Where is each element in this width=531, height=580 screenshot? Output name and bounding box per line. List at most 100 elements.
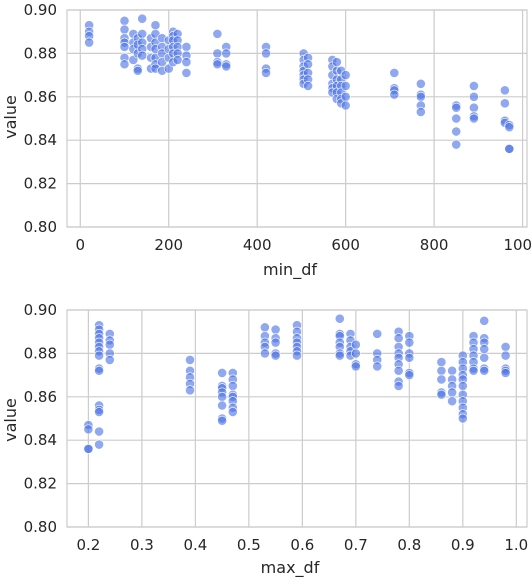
min-df-data-point <box>132 65 143 76</box>
min-df-y-tick-label: 0.80 <box>24 218 57 236</box>
min-df-x-tick-label: 400 <box>243 236 272 254</box>
max-df-data-point <box>468 365 479 376</box>
min-df-data-point <box>119 24 130 35</box>
min-df-data-point <box>137 13 148 24</box>
max-df-x-tick-label: 0.9 <box>451 536 475 554</box>
min-df-data-point <box>221 61 232 72</box>
max-df-data-point <box>104 355 115 365</box>
min-df-data-point <box>469 113 479 124</box>
min-df-data-point <box>84 37 95 48</box>
max-df-x-tick-label: 0.5 <box>237 536 261 554</box>
max-df-data-point <box>447 387 458 398</box>
max-df-data-point <box>479 352 490 363</box>
max-df-x-tick-label: 0.6 <box>290 536 314 554</box>
max-df-x-axis-label: max_df <box>261 558 320 578</box>
max-df-data-point <box>479 315 490 326</box>
max-df-y-tick-label: 0.88 <box>24 344 57 362</box>
max-df-data-point <box>104 339 115 350</box>
min-df-data-point <box>172 55 183 65</box>
max-df-data-point <box>217 368 228 378</box>
max-df-data-point <box>393 381 404 391</box>
max-df-data-point <box>185 385 195 396</box>
max-df-x-tick-label: 1.0 <box>504 536 528 554</box>
max-df-data-point <box>350 361 361 372</box>
min-df-x-tick-label: 800 <box>420 236 449 254</box>
min-df-data-point <box>469 102 479 113</box>
max-df-y-tick-label: 0.82 <box>24 475 57 493</box>
min-df-data-point <box>340 91 351 102</box>
max-df-data-point <box>292 350 302 361</box>
max-df-data-point <box>404 370 415 380</box>
max-df-data-point <box>447 365 458 376</box>
max-df-data-point <box>436 374 447 385</box>
max-df-data-point <box>372 328 383 339</box>
max-df-data-point <box>350 348 361 359</box>
min-df-y-tick-label: 0.86 <box>24 88 57 106</box>
min-df-y-ticks: 0.80 0.82 0.84 0.86 0.88 0.90 <box>24 1 57 236</box>
max-df-data-point <box>270 350 281 361</box>
min-df-data-point <box>451 139 462 150</box>
min-df-data-point <box>119 15 130 26</box>
min-df-data-point <box>451 126 462 137</box>
max-df-data-point <box>350 339 361 350</box>
min-df-data-point <box>150 20 161 31</box>
max-df-data-point <box>83 443 94 454</box>
min-df-x-tick-label: 600 <box>331 236 360 254</box>
min-df-data-point <box>504 143 515 154</box>
max-df-data-point <box>260 348 270 359</box>
max-df-x-ticks: 0.2 0.3 0.4 0.5 0.6 0.7 0.8 0.9 1.0 <box>76 536 528 554</box>
max-df-data-point <box>270 337 281 348</box>
max-df-data-point <box>500 350 511 361</box>
min-df-y-tick-label: 0.84 <box>24 131 57 149</box>
min-df-data-point <box>221 48 232 59</box>
max-df-x-tick-label: 0.8 <box>397 536 421 554</box>
min-df-data-point <box>389 68 400 78</box>
min-df-x-tick-label: 200 <box>154 236 183 254</box>
max-df-plot-frame <box>66 309 528 528</box>
max-df-data-point <box>217 415 228 426</box>
min-df-data-point <box>181 68 192 78</box>
max-df-data-point <box>94 365 104 376</box>
max-df-data-point <box>260 322 270 333</box>
min-df-data-point <box>389 89 400 100</box>
min-df-data-point <box>331 57 342 67</box>
min-df-data-point <box>504 122 515 133</box>
max-df-data-point <box>217 400 228 411</box>
min-df-data-point <box>415 91 426 102</box>
max-df-data-point <box>185 355 195 365</box>
min-df-x-tick-label: 0 <box>75 236 85 254</box>
min-df-data-point <box>415 78 426 89</box>
max-df-data-point <box>94 439 104 450</box>
min-df-y-axis-label: value <box>1 95 20 139</box>
min-df-points <box>84 13 515 154</box>
min-df-data-point <box>137 28 148 39</box>
max-df-data-point <box>372 361 383 372</box>
min-df-y-tick-label: 0.90 <box>24 1 57 19</box>
max-df-data-point <box>334 350 345 361</box>
min-df-data-point <box>340 100 351 111</box>
max-df-data-point <box>436 357 447 367</box>
max-df-data-point <box>500 368 511 378</box>
min-df-data-point <box>499 85 510 96</box>
max-df-y-tick-label: 0.90 <box>24 301 57 319</box>
max-df-data-point <box>94 407 104 417</box>
max-df-data-point <box>404 352 415 363</box>
max-df-data-point <box>94 350 104 361</box>
max-df-y-tick-label: 0.84 <box>24 431 57 449</box>
max-df-data-point <box>227 381 238 391</box>
min-df-y-tick-label: 0.88 <box>24 44 57 62</box>
min-df-data-point <box>261 68 271 78</box>
max-df-data-point <box>436 389 447 400</box>
max-df-data-point <box>270 324 281 335</box>
max-df-data-point <box>217 391 228 402</box>
max-df-y-axis-label: value <box>1 398 20 442</box>
min-df-y-tick-label: 0.82 <box>24 175 57 193</box>
max-df-data-point <box>227 407 238 417</box>
max-df-y-tick-label: 0.80 <box>24 518 57 536</box>
min-df-data-point <box>451 113 462 124</box>
max-df-data-point <box>479 344 490 354</box>
